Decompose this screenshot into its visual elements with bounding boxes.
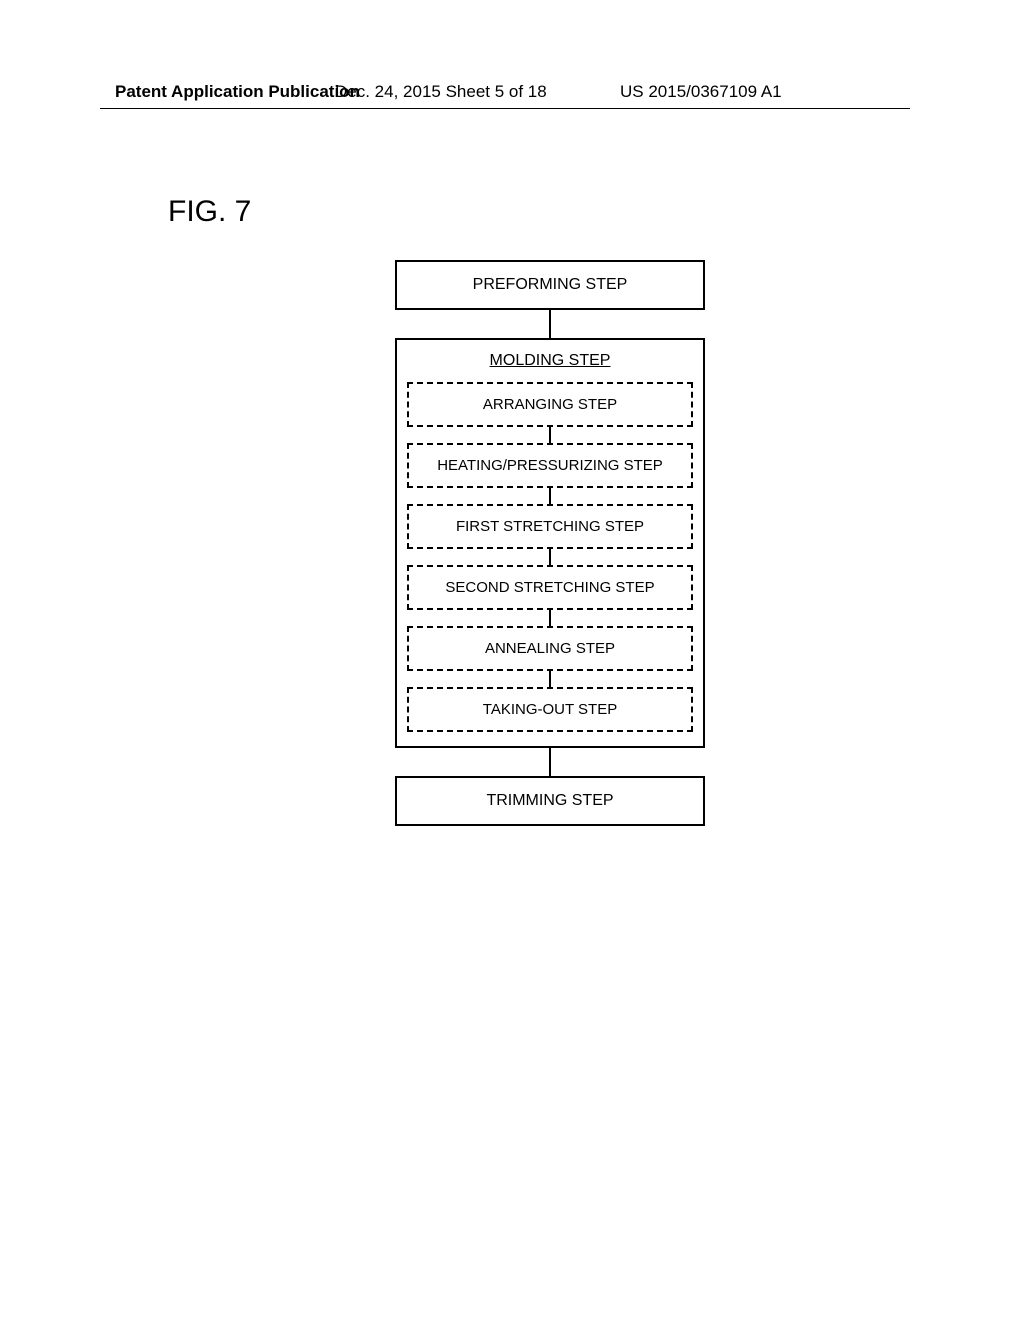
connector (549, 748, 551, 776)
preforming-step-box: PREFORMING STEP (395, 260, 705, 310)
annealing-step-box: ANNEALING STEP (407, 626, 693, 671)
header-left: Patent Application Publication (115, 82, 360, 102)
first-stretching-step-box: FIRST STRETCHING STEP (407, 504, 693, 549)
header-mid: Dec. 24, 2015 Sheet 5 of 18 (335, 82, 547, 102)
arranging-step-box: ARRANGING STEP (407, 382, 693, 427)
connector (549, 610, 551, 626)
connector (549, 310, 551, 338)
header-right: US 2015/0367109 A1 (620, 82, 782, 102)
flowchart: PREFORMING STEP MOLDING STEP ARRANGING S… (395, 260, 705, 826)
connector (549, 488, 551, 504)
header-rule (100, 108, 910, 109)
heating-pressurizing-step-box: HEATING/PRESSURIZING STEP (407, 443, 693, 488)
connector (549, 427, 551, 443)
molding-step-container: MOLDING STEP ARRANGING STEP HEATING/PRES… (395, 338, 705, 748)
page: Patent Application Publication Dec. 24, … (0, 0, 1024, 1320)
taking-out-step-box: TAKING-OUT STEP (407, 687, 693, 732)
connector (549, 549, 551, 565)
trimming-step-box: TRIMMING STEP (395, 776, 705, 826)
figure-label: FIG. 7 (168, 195, 251, 229)
connector (549, 671, 551, 687)
second-stretching-step-box: SECOND STRETCHING STEP (407, 565, 693, 610)
molding-step-title: MOLDING STEP (407, 352, 693, 370)
